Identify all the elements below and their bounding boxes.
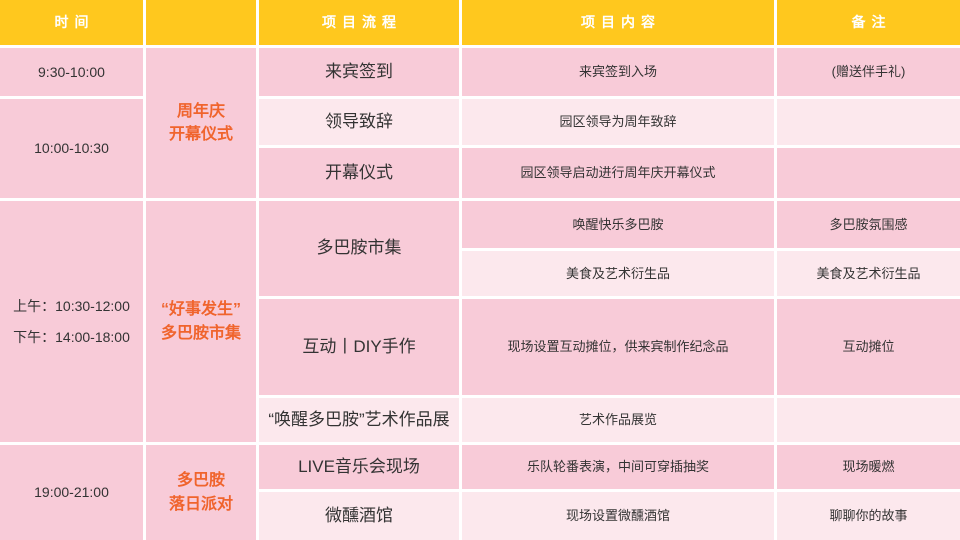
content-cell: 来宾签到入场 bbox=[462, 48, 774, 96]
content-cell: 美食及艺术衍生品 bbox=[462, 251, 774, 296]
notes-cell: 聊聊你的故事 bbox=[777, 492, 960, 540]
flow-cell: 开幕仪式 bbox=[259, 148, 459, 198]
content-cell: 现场设置互动摊位，供来宾制作纪念品 bbox=[462, 299, 774, 395]
flow-cell: 互动丨DIY手作 bbox=[259, 299, 459, 395]
time-cell: 19:00-21:00 bbox=[0, 445, 143, 540]
flow-cell: 领导致辞 bbox=[259, 99, 459, 145]
content-cell: 乐队轮番表演，中间可穿插抽奖 bbox=[462, 445, 774, 489]
header-content: 项目内容 bbox=[462, 0, 774, 45]
notes-cell: 现场暖燃 bbox=[777, 445, 960, 489]
header-notes: 备注 bbox=[777, 0, 960, 45]
content-cell: 艺术作品展览 bbox=[462, 398, 774, 442]
category-cell: 周年庆 开幕仪式 bbox=[146, 48, 256, 198]
time-cell: 上午：10:30-12:00 下午：14:00-18:00 bbox=[0, 201, 143, 442]
flow-cell: 微醺酒馆 bbox=[259, 492, 459, 540]
content-cell: 园区领导启动进行周年庆开幕仪式 bbox=[462, 148, 774, 198]
notes-cell: 互动摊位 bbox=[777, 299, 960, 395]
category-line: 开幕仪式 bbox=[168, 126, 233, 143]
header-category bbox=[146, 0, 256, 45]
flow-cell: LIVE音乐会现场 bbox=[259, 445, 459, 489]
category-cell: 多巴胺 落日派对 bbox=[146, 445, 256, 540]
notes-cell: 多巴胺氛围感 bbox=[777, 201, 960, 248]
category-line: “好事发生” bbox=[160, 301, 241, 319]
category-cell: “好事发生” 多巴胺市集 bbox=[146, 201, 256, 442]
flow-cell: 多巴胺市集 bbox=[259, 201, 459, 296]
header-flow: 项目流程 bbox=[259, 0, 459, 45]
header-time: 时间 bbox=[0, 0, 143, 45]
flow-cell: “唤醒多巴胺”艺术作品展 bbox=[259, 398, 459, 442]
content-cell: 唤醒快乐多巴胺 bbox=[462, 201, 774, 248]
time-cell: 10:00-10:30 bbox=[0, 99, 143, 198]
content-cell: 现场设置微醺酒馆 bbox=[462, 492, 774, 540]
time-line-morning: 上午：10:30-12:00 bbox=[13, 297, 130, 314]
category-line: 多巴胺市集 bbox=[160, 324, 241, 342]
category-line: 多巴胺 bbox=[176, 472, 225, 490]
notes-cell: (赠送伴手礼) bbox=[777, 48, 960, 96]
category-line: 落日派对 bbox=[168, 495, 233, 513]
content-cell: 园区领导为周年致辞 bbox=[462, 99, 774, 145]
notes-cell: 美食及艺术衍生品 bbox=[777, 251, 960, 296]
time-cell: 9:30-10:00 bbox=[0, 48, 143, 96]
notes-cell bbox=[777, 148, 960, 198]
time-line-afternoon: 下午：14:00-18:00 bbox=[13, 328, 130, 345]
flow-cell: 来宾签到 bbox=[259, 48, 459, 96]
notes-cell bbox=[777, 99, 960, 145]
category-line: 周年庆 bbox=[176, 102, 225, 120]
notes-cell bbox=[777, 398, 960, 442]
